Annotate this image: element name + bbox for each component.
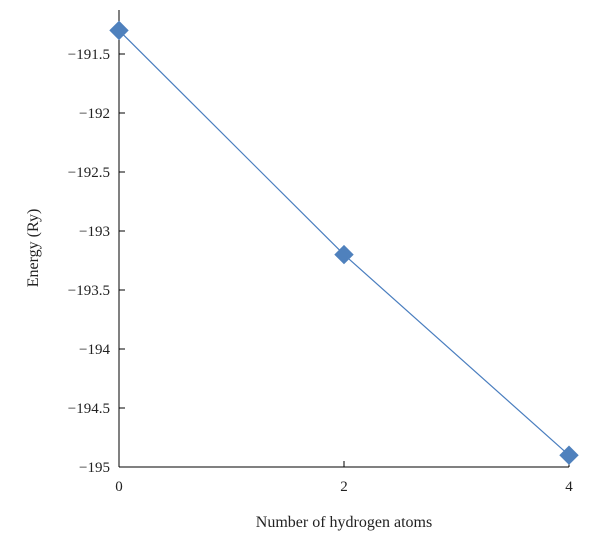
x-axis-title: Number of hydrogen atoms bbox=[256, 514, 432, 531]
y-tick-label: −192.5 bbox=[68, 165, 110, 181]
y-tick-label: −193.5 bbox=[68, 283, 110, 299]
y-axis-title: Energy (Ry) bbox=[25, 209, 42, 288]
y-tick-label: −194.5 bbox=[68, 401, 110, 417]
data-point-marker bbox=[334, 244, 354, 265]
x-tick-label: 2 bbox=[340, 479, 348, 495]
y-ticks: −191.5 −192 −192.5 −193 −193.5 −194 −194.5 −195 bbox=[68, 47, 125, 476]
x-tick-label: 4 bbox=[565, 479, 573, 495]
x-ticks: 0 2 4 bbox=[115, 461, 573, 495]
data-point-marker bbox=[559, 445, 579, 465]
y-tick-label: −194 bbox=[79, 342, 110, 358]
y-tick-label: −195 bbox=[79, 460, 110, 476]
y-tick-label: −193 bbox=[79, 224, 110, 240]
x-tick-label: 0 bbox=[115, 479, 123, 495]
plot-area: −191.5 −192 −192.5 −193 −193.5 −194 −194.5 −195… bbox=[68, 10, 579, 495]
series-line bbox=[118, 29, 570, 456]
y-tick-label: −191.5 bbox=[68, 47, 110, 63]
series-layer bbox=[109, 20, 579, 465]
y-tick-label: −192 bbox=[79, 106, 110, 122]
data-point-marker bbox=[109, 20, 129, 41]
